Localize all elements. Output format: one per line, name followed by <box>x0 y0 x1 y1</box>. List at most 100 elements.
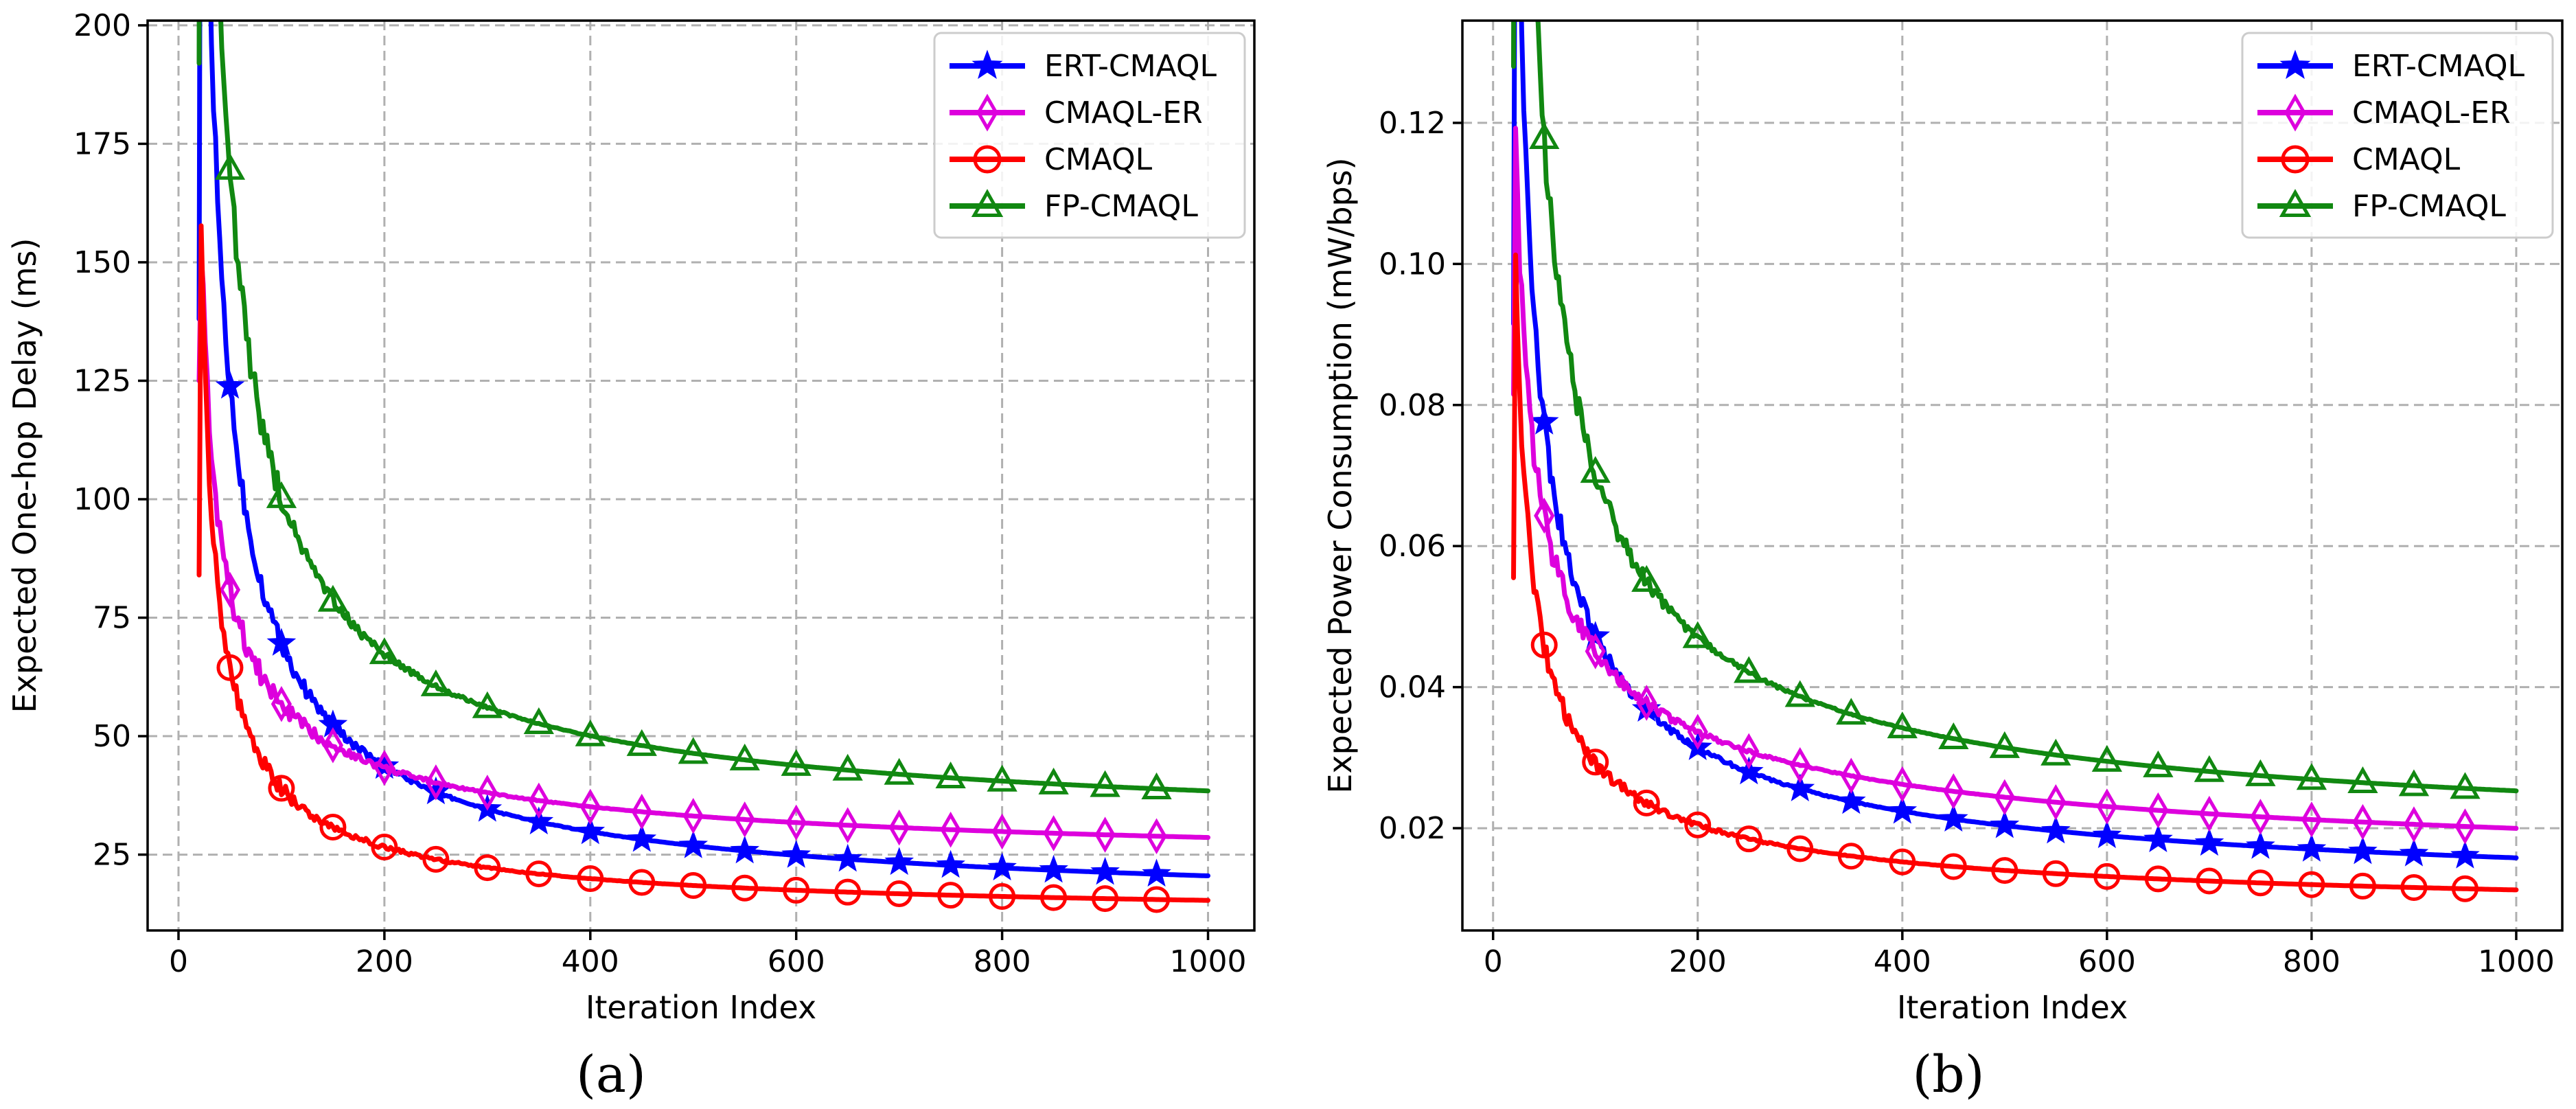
series-marker-ert-cmaql <box>575 816 606 845</box>
series-marker-cmaql-er <box>837 807 858 844</box>
x-tick-label: 1000 <box>1170 944 1247 979</box>
legend-label: CMAQL <box>1044 142 1153 177</box>
series-marker-fp-cmaql <box>2143 750 2174 777</box>
legend-marker <box>973 145 1002 174</box>
series-marker-fp-cmaql <box>214 152 246 180</box>
series-marker-fp-cmaql <box>1682 621 1713 648</box>
series-marker-ert-cmaql <box>2194 827 2224 856</box>
series-marker-ert-cmaql <box>1529 407 1559 435</box>
series-marker-fp-cmaql <box>1836 698 1867 725</box>
series-marker-cmaql-er <box>682 797 704 834</box>
series-marker-cmaql <box>1040 884 1068 911</box>
series-marker-fp-cmaql <box>2245 759 2276 786</box>
series-marker-cmaql <box>1940 853 1967 880</box>
series-marker-fp-cmaql <box>884 757 915 785</box>
series-marker-cmaql-er <box>1994 779 2015 816</box>
series-marker-fp-cmaql <box>1784 680 1815 707</box>
y-tick-label: 75 <box>93 601 131 636</box>
series-marker-fp-cmaql <box>1580 456 1611 483</box>
series-marker-cmaql <box>319 814 347 841</box>
series-marker-ert-cmaql <box>2246 831 2275 859</box>
series-marker-fp-cmaql <box>266 481 297 508</box>
series-marker-cmaql <box>680 872 707 900</box>
series-marker-cmaql <box>1582 748 1609 776</box>
series-marker-fp-cmaql <box>626 729 657 756</box>
series-marker-cmaql-er <box>2096 788 2117 825</box>
series-line-fp-cmaql <box>1511 21 2519 794</box>
series-marker-cmaql-er <box>1636 685 1657 721</box>
x-tick-label: 200 <box>1669 944 1727 979</box>
y-tick-label: 0.02 <box>1379 811 1446 846</box>
legend-label: ERT-CMAQL <box>2352 49 2525 84</box>
series-marker-ert-cmaql <box>2040 815 2071 844</box>
y-tick-label: 0.12 <box>1379 106 1446 141</box>
series-marker-cmaql-er <box>579 788 601 825</box>
series-marker-ert-cmaql <box>987 852 1017 881</box>
series-marker-ert-cmaql <box>2348 836 2378 865</box>
series-marker-cmaql <box>1530 631 1558 659</box>
series-marker-cmaql <box>1735 825 1762 853</box>
series-marker-fp-cmaql <box>1938 722 1969 749</box>
series-marker-ert-cmaql <box>884 847 915 876</box>
series-marker-cmaql-er <box>2148 792 2169 829</box>
series-marker-fp-cmaql <box>832 753 863 781</box>
series-marker-fp-cmaql <box>369 637 400 665</box>
series-marker-fp-cmaql <box>2091 744 2122 772</box>
series-marker-cmaql-er <box>528 782 549 819</box>
series-marker-cmaql-er <box>2045 784 2067 821</box>
y-tick-label: 0.10 <box>1379 247 1446 282</box>
x-tick-label: 600 <box>2078 944 2136 979</box>
series-marker-ert-cmaql <box>730 835 760 864</box>
series-marker-fp-cmaql <box>317 584 349 612</box>
x-tick-label: 800 <box>974 944 1031 979</box>
series-marker-cmaql <box>2246 869 2274 897</box>
series-marker-fp-cmaql <box>2398 769 2430 797</box>
series-marker-cmaql <box>268 775 295 802</box>
series-marker-fp-cmaql <box>1141 772 1172 799</box>
series-marker-ert-cmaql <box>781 840 812 868</box>
series-marker-fp-cmaql <box>575 719 606 746</box>
series-marker-ert-cmaql <box>524 806 554 835</box>
series-marker-fp-cmaql <box>1529 122 1560 150</box>
series-marker-fp-cmaql <box>1090 770 1120 797</box>
series-marker-fp-cmaql <box>781 748 812 776</box>
legend-marker <box>2279 49 2311 80</box>
series-marker-cmaql-er <box>2352 803 2373 841</box>
series-marker-cmaql <box>731 874 759 902</box>
series-marker-fp-cmaql <box>2194 755 2225 782</box>
series-marker-cmaql <box>2451 875 2479 902</box>
series-marker-ert-cmaql <box>1785 773 1815 801</box>
series-marker-cmaql <box>474 854 501 882</box>
series-marker-fp-cmaql <box>2450 772 2481 799</box>
series-marker-fp-cmaql <box>1734 656 1764 683</box>
series-marker-cmaql-er <box>2403 806 2425 843</box>
series-marker-cmaql-er <box>785 804 807 841</box>
series-marker-cmaql-er <box>1891 766 1913 803</box>
series-marker-cmaql <box>937 882 965 909</box>
chart-panel-1: 0 200 400 600 800 1000 0.02 0.04 0.06 0.08 0.10 0.1… <box>1322 19 2564 1104</box>
series-marker-cmaql <box>886 880 913 908</box>
panel-caption: (b) <box>1912 1045 1984 1104</box>
legend: ERT-CMAQL CMAQL-ER CMAQL FP-CMAQL <box>933 32 1246 239</box>
series-marker-cmaql-er <box>734 801 755 838</box>
series-line-fp-cmaql <box>196 21 1210 794</box>
series-marker-cmaql <box>2144 865 2172 893</box>
series-marker-fp-cmaql <box>472 691 503 718</box>
series-marker-cmaql <box>834 878 862 906</box>
plot-frame <box>1461 19 2564 932</box>
series-marker-ert-cmaql <box>2092 820 2122 849</box>
series-marker-cmaql-er <box>425 764 446 801</box>
series-marker-cmaql-er <box>1789 746 1810 784</box>
series-marker-ert-cmaql <box>1090 856 1120 885</box>
x-axis-title: Iteration Index <box>586 989 816 1026</box>
x-tick-label: 1000 <box>2478 944 2555 979</box>
series-marker-cmaql-er <box>2250 799 2271 835</box>
legend-label: CMAQL-ER <box>1044 95 1203 130</box>
series-marker-cmaql-er <box>271 685 292 722</box>
legend-marker <box>971 49 1003 80</box>
series-marker-cmaql-er <box>1585 633 1606 670</box>
series-marker-cmaql <box>1837 843 1865 870</box>
legend-label: CMAQL-ER <box>2352 95 2511 130</box>
y-axis-title: Expected One-hop Delay (ms) <box>6 238 43 713</box>
y-tick-label: 0.04 <box>1379 670 1446 705</box>
